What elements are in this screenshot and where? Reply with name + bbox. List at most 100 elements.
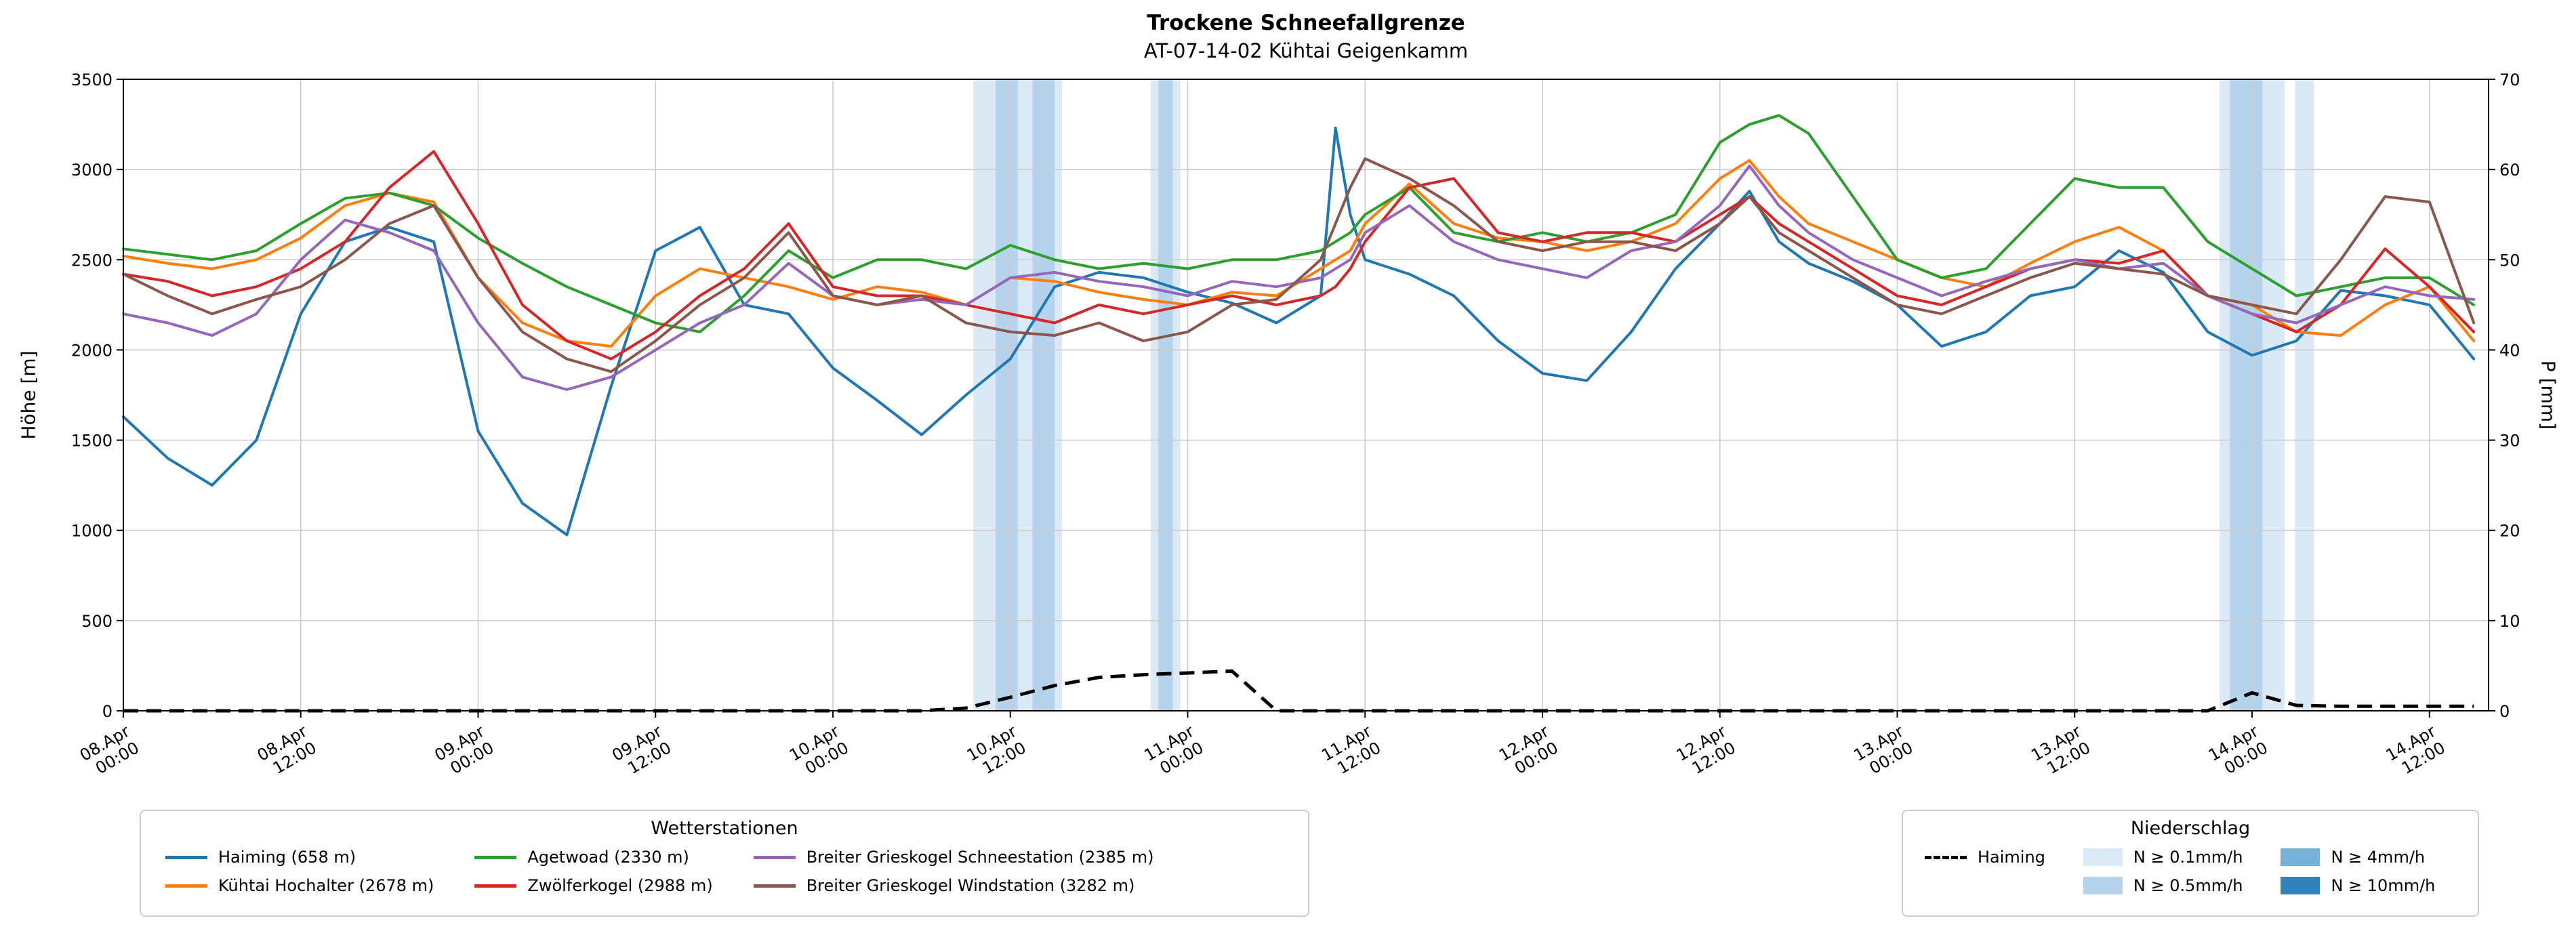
x-tick-text: 08.Apr00:00 — [77, 722, 142, 781]
bg-windstation-line-icon — [753, 884, 796, 888]
legend-item-bg-windstation: Breiter Grieskogel Windstation (3282 m) — [753, 875, 1154, 896]
x-tick-text: 12.Apr12:00 — [1673, 722, 1739, 781]
y-tick-label-left: 0 — [102, 702, 113, 721]
chart-title: Trockene Schneefallgrenze — [1147, 11, 1465, 35]
x-tick-text: 08.Apr12:00 — [254, 722, 320, 781]
x-tick-label: 14.Apr12:00 — [2383, 722, 2449, 781]
bg-schneestation-line-icon — [753, 855, 796, 859]
x-tick-label: 14.Apr00:00 — [2205, 722, 2271, 781]
y-tick-label-right: 0 — [2499, 702, 2510, 721]
legend-label: N ≥ 0.5mm/h — [2133, 876, 2243, 895]
series-line-1 — [122, 159, 2476, 348]
snowline-chart: 08.Apr00:00 08.Apr12:00 09.Apr00:00 09.Apr1… — [71, 70, 2520, 781]
legend-niederschlag-items: Haiming N ≥ 0.1mm/h N ≥ 0.5mm/h N ≥ 4mm/… — [1903, 839, 2478, 896]
series-line-5 — [122, 157, 2476, 373]
series-line-4 — [122, 164, 2476, 391]
x-tick-text: 12.Apr00:00 — [1496, 722, 1561, 781]
legend-item-n4: N ≥ 4mm/h — [2281, 847, 2435, 867]
y-tick-label-right: 30 — [2499, 432, 2520, 451]
y-tick-label-left: 1000 — [71, 522, 113, 541]
agetwoad-line-icon — [474, 855, 517, 859]
legend-item-n10: N ≥ 10mm/h — [2281, 875, 2435, 896]
legend-wetterstationen-items: Haiming (658 m) Kühtai Hochalter (2678 m… — [141, 839, 1308, 896]
precip-band-0.5 — [1032, 79, 1055, 711]
x-tick-text: 10.Apr00:00 — [786, 722, 852, 781]
haiming-dashed-line-icon — [1925, 855, 1967, 859]
x-tick-label: 11.Apr00:00 — [1141, 722, 1206, 781]
legend-item-zwoelferkogel: Zwölferkogel (2988 m) — [474, 875, 713, 896]
x-tick-label: 13.Apr00:00 — [1850, 722, 1916, 781]
x-tick-text: 11.Apr00:00 — [1141, 722, 1206, 781]
x-tick-label: 12.Apr12:00 — [1673, 722, 1739, 781]
legend-item-agetwoad: Agetwoad (2330 m) — [474, 847, 712, 867]
legend-item-kuehtai-hochalter: Kühtai Hochalter (2678 m) — [165, 875, 434, 896]
precip-patch-05-icon — [2083, 877, 2123, 894]
legend-label: N ≥ 4mm/h — [2331, 848, 2426, 867]
y-tick-label-right: 10 — [2499, 612, 2520, 631]
legend-item-haiming: Haiming (658 m) — [165, 847, 434, 867]
y-tick-label-right: 50 — [2499, 251, 2520, 270]
y-tick-label-right: 60 — [2499, 161, 2520, 180]
precip-patch-4-icon — [2281, 848, 2321, 866]
series-line-0 — [122, 126, 2476, 537]
x-tick-label: 10.Apr00:00 — [786, 722, 852, 781]
legend-label: Agetwoad (2330 m) — [527, 848, 689, 867]
x-tick-text: 11.Apr12:00 — [1318, 722, 1384, 781]
legend-wetterstationen: Wetterstationen Haiming (658 m) Kühtai H… — [140, 810, 1309, 917]
y-tick-label-left: 2500 — [71, 251, 113, 270]
zwoelferkogel-line-icon — [474, 884, 517, 888]
precip-patch-01-icon — [2083, 848, 2123, 866]
legend-wetterstationen-title: Wetterstationen — [651, 818, 798, 839]
legend-item-n05: N ≥ 0.5mm/h — [2083, 875, 2243, 896]
plot-border — [123, 79, 2489, 711]
x-tick-text: 13.Apr00:00 — [1850, 722, 1916, 781]
precip-band-0.5 — [995, 79, 1018, 711]
legend-item-n01: N ≥ 0.1mm/h — [2083, 847, 2243, 867]
legend-label: N ≥ 0.1mm/h — [2133, 848, 2243, 867]
x-tick-text: 14.Apr12:00 — [2383, 722, 2449, 781]
legend-label: Breiter Grieskogel Schneestation (2385 m… — [806, 848, 1154, 867]
legend-niederschlag-title: Niederschlag — [2130, 818, 2251, 839]
precip-band-0.5 — [1158, 79, 1173, 711]
x-tick-text: 09.Apr12:00 — [609, 722, 674, 781]
legend-label: Breiter Grieskogel Windstation (3282 m) — [806, 876, 1135, 895]
x-tick-label: 08.Apr00:00 — [77, 722, 142, 781]
legend-item-bg-schneestation: Breiter Grieskogel Schneestation (2385 m… — [753, 847, 1154, 867]
x-tick-label: 08.Apr12:00 — [254, 722, 320, 781]
x-tick-label: 09.Apr00:00 — [431, 722, 497, 781]
y-tick-label-right: 40 — [2499, 341, 2520, 360]
precip-dashed-line — [123, 669, 2474, 713]
x-tick-text: 09.Apr00:00 — [431, 722, 497, 781]
y-tick-label-right: 20 — [2499, 522, 2520, 541]
legend-label: Kühtai Hochalter (2678 m) — [218, 876, 434, 895]
x-tick-label: 11.Apr12:00 — [1318, 722, 1384, 781]
precip-band-0.1 — [2295, 79, 2314, 711]
y-tick-label-left: 3000 — [71, 161, 113, 180]
x-tick-text: 14.Apr00:00 — [2205, 722, 2271, 781]
y-tick-label-left: 1500 — [71, 432, 113, 451]
y-tick-label-left: 3500 — [71, 70, 113, 89]
legend-niederschlag: Niederschlag Haiming N ≥ 0.1mm/h N ≥ 0.5… — [1902, 810, 2479, 917]
haiming-line-icon — [165, 855, 207, 859]
legend-label: Haiming — [1978, 848, 2045, 867]
kuehtai-hochalter-line-icon — [165, 884, 207, 888]
legend-label: Zwölferkogel (2988 m) — [527, 876, 713, 895]
series-line-2 — [122, 114, 2476, 333]
x-tick-label: 13.Apr12:00 — [2028, 722, 2093, 781]
precip-patch-10-icon — [2281, 877, 2321, 894]
legend-label: N ≥ 10mm/h — [2331, 876, 2436, 895]
legend-spacer — [1925, 875, 2045, 896]
legend-label: Haiming (658 m) — [218, 848, 356, 867]
x-tick-label: 09.Apr12:00 — [609, 722, 674, 781]
precip-band-0.5 — [2230, 79, 2263, 711]
y-tick-label-right: 70 — [2499, 70, 2520, 89]
chart-subtitle: AT-07-14-02 Kühtai Geigenkamm — [1143, 39, 1469, 62]
x-tick-text: 10.Apr12:00 — [964, 722, 1029, 781]
x-tick-label: 12.Apr00:00 — [1496, 722, 1561, 781]
legend-item-haiming-precip: Haiming — [1925, 847, 2045, 867]
x-tick-label: 10.Apr12:00 — [964, 722, 1029, 781]
y-tick-label-left: 2000 — [71, 341, 113, 360]
x-tick-text: 13.Apr12:00 — [2028, 722, 2093, 781]
y-tick-label-left: 500 — [81, 612, 113, 631]
